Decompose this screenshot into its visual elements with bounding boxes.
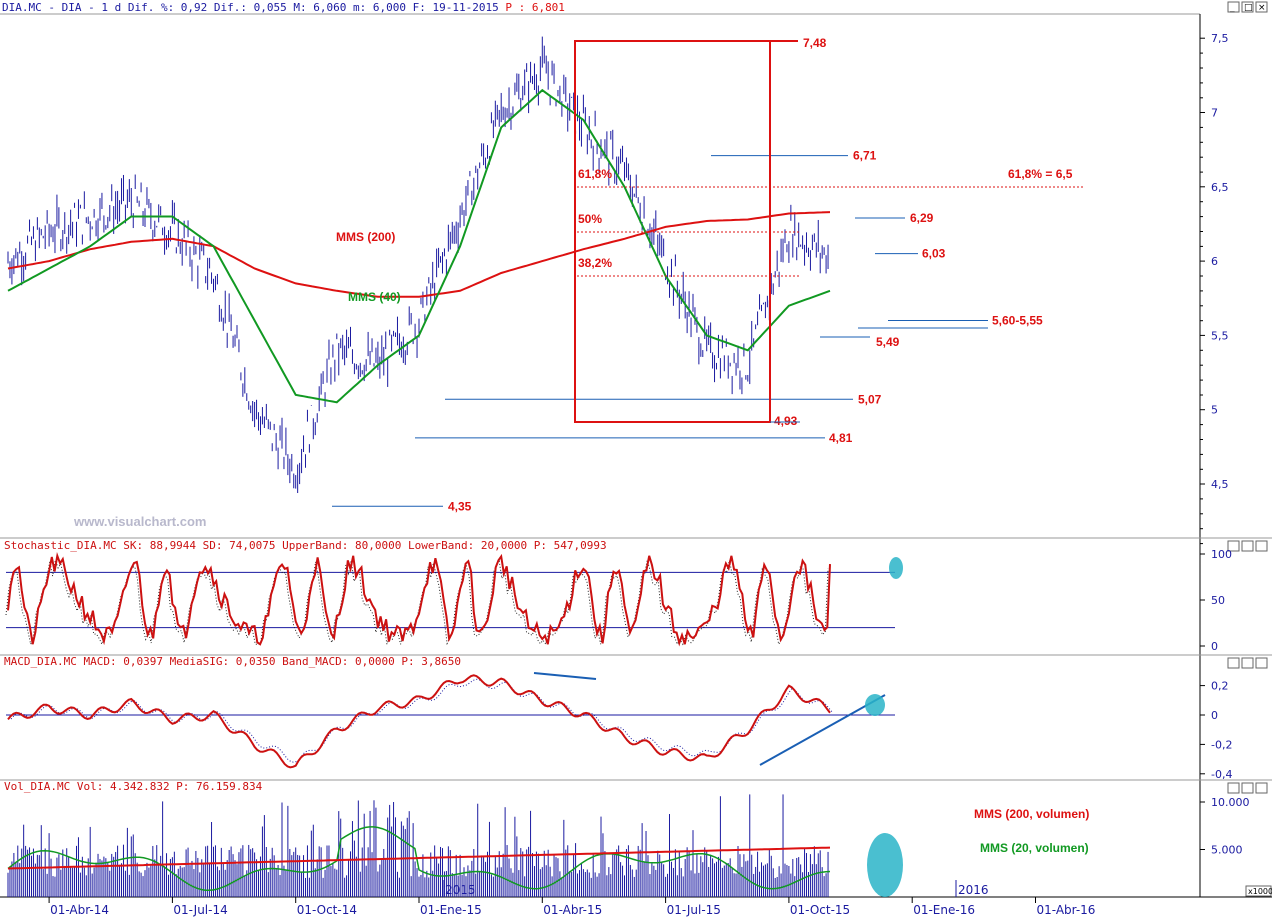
volume-panel: MMS (200, volumen) MMS (20, volumen)	[7, 794, 1089, 897]
x-tick-label: 01-Oct-14	[297, 903, 357, 917]
fib-target-label: 61,8% = 6,5	[1008, 167, 1073, 181]
trend-line	[533, 672, 597, 680]
window-controls-stoch[interactable]	[1227, 540, 1268, 552]
y-tick-label: -0,2	[1211, 738, 1232, 751]
x-tick-label: 01-Ene-15	[420, 903, 482, 917]
y-tick-label: 5,5	[1211, 329, 1229, 342]
ma40-line	[7, 88, 831, 404]
svg-text:□: □	[1244, 3, 1253, 13]
vol-ma200-label: MMS (200, volumen)	[974, 807, 1089, 821]
svg-text:×: ×	[1258, 3, 1266, 13]
x-tick-label: 01-Jul-15	[667, 903, 721, 917]
y-tick-label: 50	[1211, 594, 1225, 607]
window-controls-macd[interactable]	[1227, 657, 1268, 669]
y-tick-label: 10.000	[1211, 796, 1250, 809]
y-tick-label: -0,4	[1211, 768, 1232, 781]
macd-header: MACD_DIA.MC MACD: 0,0397 MediaSIG: 0,035…	[4, 655, 461, 668]
fib-label: 50%	[578, 212, 602, 226]
x-tick-label: 01-Abr-15	[543, 903, 602, 917]
highlight-ellipse	[867, 833, 903, 897]
main-header: DIA.MC - DIA - 1 d Dif. %: 0,92 Dif.: 0,…	[2, 1, 565, 14]
macd-panel	[6, 672, 895, 769]
year-label: 2015	[445, 883, 476, 897]
level-label: 6,71	[853, 149, 877, 163]
level-label: 5,07	[858, 392, 882, 406]
trend-line	[759, 694, 886, 766]
level-label: 5,49	[876, 335, 900, 349]
level-label: 6,29	[910, 211, 934, 225]
stochastic-sk-line	[7, 551, 831, 647]
svg-text:_: _	[1229, 3, 1235, 13]
vol-ma20-line	[7, 826, 831, 892]
window-controls-main[interactable]: _ □ ×	[1227, 1, 1268, 13]
ma40-label: MMS (40)	[348, 290, 401, 304]
level-label: 4,81	[829, 431, 853, 445]
y-tick-label: 6	[1211, 255, 1218, 268]
x-tick-label: 01-Abr-14	[50, 903, 109, 917]
y-tick-label: 5	[1211, 404, 1218, 417]
axes: 7,5 7 6,5 6 5,5 5 4,5 100 50 0 0,2 0 -0,2 -0,4 10.000 5…	[48, 32, 1272, 917]
macd-signal-line	[10, 678, 834, 763]
highlight-ellipse	[865, 694, 885, 716]
level-label: 4,93	[774, 414, 798, 428]
fibonacci-box	[574, 40, 771, 423]
unit-box	[1245, 885, 1272, 897]
y-tick-label: 7,5	[1211, 32, 1229, 45]
vol-ma200-line	[7, 846, 831, 870]
level-label: 6,03	[922, 247, 946, 261]
fib-label: 38,2%	[578, 256, 612, 270]
level-label: 7,48	[803, 36, 827, 50]
window-controls-vol[interactable]	[1227, 782, 1268, 794]
highlight-ellipse	[889, 557, 903, 579]
vol-ma20-label: MMS (20, volumen)	[980, 841, 1089, 855]
year-label: 2016	[958, 883, 989, 897]
y-tick-label: 0	[1211, 640, 1218, 653]
main-price-panel: MMS (200) MMS (40) 6,71 6,29 6,03 5,60-5,55 5,…	[7, 36, 1085, 513]
stochastic-panel	[5, 551, 903, 647]
fib-label: 61,8%	[578, 167, 612, 181]
y-tick-label: 6,5	[1211, 181, 1229, 194]
x-tick-label: 01-Ene-16	[913, 903, 975, 917]
y-tick-label: 4,5	[1211, 478, 1229, 491]
y-tick-label: 100	[1211, 548, 1232, 561]
vol-header: Vol_DIA.MC Vol: 4.342.832 P: 76.159.834	[4, 780, 263, 793]
y-tick-label: 0,2	[1211, 680, 1229, 693]
y-tick-label: 5.000	[1211, 844, 1243, 857]
x-tick-label: 01-Abr-16	[1037, 903, 1096, 917]
watermark: www.visualchart.com	[73, 514, 206, 529]
x-tick-label: 01-Oct-15	[790, 903, 850, 917]
unit-label: x1000	[1248, 887, 1272, 896]
y-tick-label: 0	[1211, 709, 1218, 722]
ma200-label: MMS (200)	[336, 230, 395, 244]
level-label: 5,60-5,55	[992, 314, 1043, 328]
level-label: 4,35	[448, 499, 472, 513]
stoch-header: Stochastic_DIA.MC SK: 88,9944 SD: 74,007…	[4, 539, 607, 552]
x-tick-label: 01-Jul-14	[173, 903, 227, 917]
ma200-line	[7, 211, 831, 298]
y-tick-label: 7	[1211, 107, 1218, 120]
macd-line	[7, 674, 831, 769]
